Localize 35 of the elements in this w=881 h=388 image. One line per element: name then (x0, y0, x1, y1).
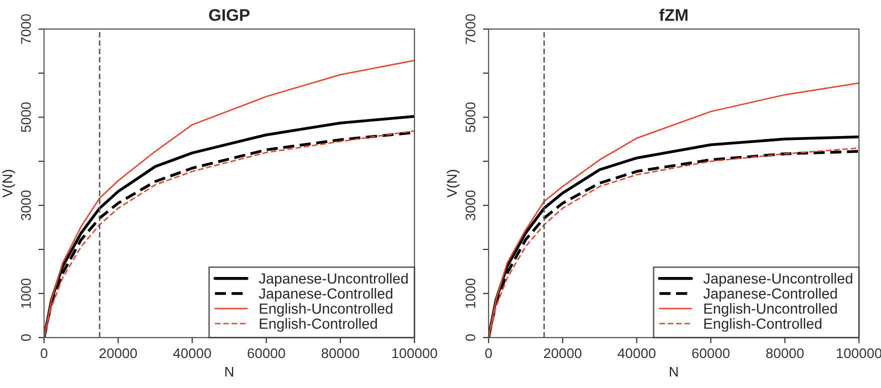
y-tick-label: 5000 (466, 102, 476, 132)
y-tick-label: 7000 (21, 14, 31, 44)
x-tick-label: 0 (40, 348, 48, 358)
y-tick-label: 0 (21, 334, 31, 341)
y-tick-label: 0 (466, 334, 476, 341)
x-tick-label: 40000 (618, 348, 656, 358)
chart-title: fZM (659, 8, 688, 21)
x-tick-label: 40000 (173, 348, 211, 358)
x-axis-title: N (225, 366, 234, 377)
y-tick-label: 3000 (21, 190, 31, 220)
x-axis-title: N (670, 366, 678, 377)
legend-label: Japanese-Controlled (258, 288, 392, 302)
legend-label: English-Controlled (260, 318, 377, 332)
legend-label: English-Uncontrolled (704, 303, 837, 317)
y-tick-label: 1000 (466, 278, 476, 308)
x-tick-label: 100000 (392, 348, 438, 358)
x-tick-label: 60000 (692, 348, 730, 358)
legend-label: Japanese-Uncontrolled (258, 272, 408, 287)
x-tick-label: 20000 (544, 348, 582, 358)
y-tick-label: 7000 (466, 14, 476, 44)
x-tick-label: 80000 (766, 348, 804, 358)
y-tick-label: 3000 (466, 190, 476, 220)
y-axis-title: V(N) (2, 170, 16, 198)
legend-label: Japanese-Controlled (703, 288, 837, 302)
legend-label: Japanese-Uncontrolled (703, 272, 852, 287)
x-tick-label: 20000 (100, 348, 137, 358)
legend-label: English-Uncontrolled (260, 303, 392, 317)
legend-label: English-Controlled (704, 318, 822, 332)
x-tick-label: 60000 (248, 348, 286, 358)
y-axis-title: V(N) (446, 170, 460, 198)
y-tick-label: 5000 (21, 102, 31, 132)
x-tick-label: 0 (485, 348, 492, 358)
y-tick-label: 1000 (21, 278, 31, 308)
chart-title: GIGP (209, 9, 250, 21)
x-tick-label: 80000 (322, 348, 360, 358)
